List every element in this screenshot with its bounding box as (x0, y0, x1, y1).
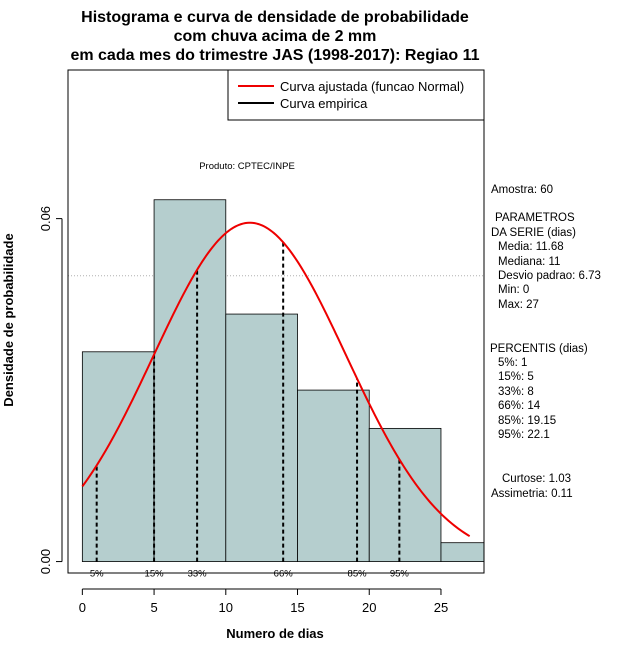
chart-title-line-2: com chuva acima de 2 mm (174, 28, 377, 45)
grid-layer (68, 275, 484, 277)
histogram-bar-4 (368, 427, 442, 562)
x-tick-label-20: 20 (362, 600, 376, 615)
stat-parametros-title-1: PARAMETROS (495, 212, 575, 224)
product-label: Produto: CPTEC/INPE (199, 161, 295, 172)
x-tick-label-0: 0 (79, 600, 86, 615)
y-axis: 0.00 0.06 (38, 206, 63, 574)
x-tick-label-5: 5 (150, 600, 157, 615)
histogram-bar-5 (440, 542, 485, 562)
x-axis: 0 5 10 15 20 25 (79, 588, 448, 615)
stat-p5: 5%: 1 (498, 357, 527, 369)
y-tick-label-0: 0.00 (38, 549, 53, 574)
percentile-label-33%: 33% (188, 569, 208, 580)
x-tick-label-15: 15 (290, 600, 304, 615)
histogram-bar-1 (153, 199, 227, 562)
stat-p95: 95%: 22.1 (498, 429, 550, 441)
x-axis-label: Numero de dias (226, 626, 324, 641)
stat-min: Min: 0 (498, 284, 529, 296)
stat-p66: 66%: 14 (498, 400, 541, 412)
stat-assimetria: Assimetria: 0.11 (491, 488, 573, 500)
percentile-label-15%: 15% (145, 569, 165, 580)
stat-max: Max: 27 (498, 299, 539, 311)
histogram-bar-2 (225, 313, 298, 562)
histogram-bar-3 (297, 389, 370, 562)
legend-label-empirical: Curva empirica (280, 96, 368, 111)
x-tick-label-25: 25 (434, 600, 448, 615)
stat-media: Media: 11.68 (498, 241, 564, 253)
percentile-lines-layer: 5% 15% 33% 66% 85% 95% (90, 242, 410, 580)
chart-title-line-1: Histograma e curva de densidade de proba… (81, 9, 469, 26)
percentile-label-85%: 85% (348, 569, 368, 580)
stat-mediana: Mediana: 11 (498, 256, 560, 268)
stat-p15: 15%: 5 (498, 371, 534, 383)
stat-desvio: Desvio padrao: 6.73 (498, 270, 601, 282)
x-tick-label-10: 10 (219, 600, 233, 615)
side-statistics: Amostra: 60 PARAMETROS DA SERIE (dias) M… (490, 184, 601, 500)
stat-curtose: Curtose: 1.03 (502, 473, 571, 485)
y-axis-label: Densidade de probabilidade (1, 233, 16, 406)
percentile-label-66%: 66% (274, 569, 294, 580)
percentile-label-5%: 5% (90, 569, 104, 580)
normal-fit-curve (81, 221, 471, 538)
stat-amostra: Amostra: 60 (491, 184, 553, 196)
histogram-bar-0 (81, 351, 155, 562)
stat-p33: 33%: 8 (498, 386, 534, 398)
y-tick-label-1: 0.06 (38, 206, 53, 231)
legend: Curva ajustada (funcao Normal) Curva emp… (227, 69, 485, 121)
chart-title-line-3: em cada mes do trimestre JAS (1998-2017)… (70, 47, 479, 64)
stat-p85: 85%: 19.15 (498, 415, 556, 427)
stat-percentis-title: PERCENTIS (dias) (490, 343, 588, 355)
legend-box (227, 69, 485, 121)
percentile-label-95%: 95% (390, 569, 410, 580)
legend-label-fit: Curva ajustada (funcao Normal) (280, 79, 464, 94)
stat-parametros-title-2: DA SERIE (dias) (491, 227, 576, 239)
